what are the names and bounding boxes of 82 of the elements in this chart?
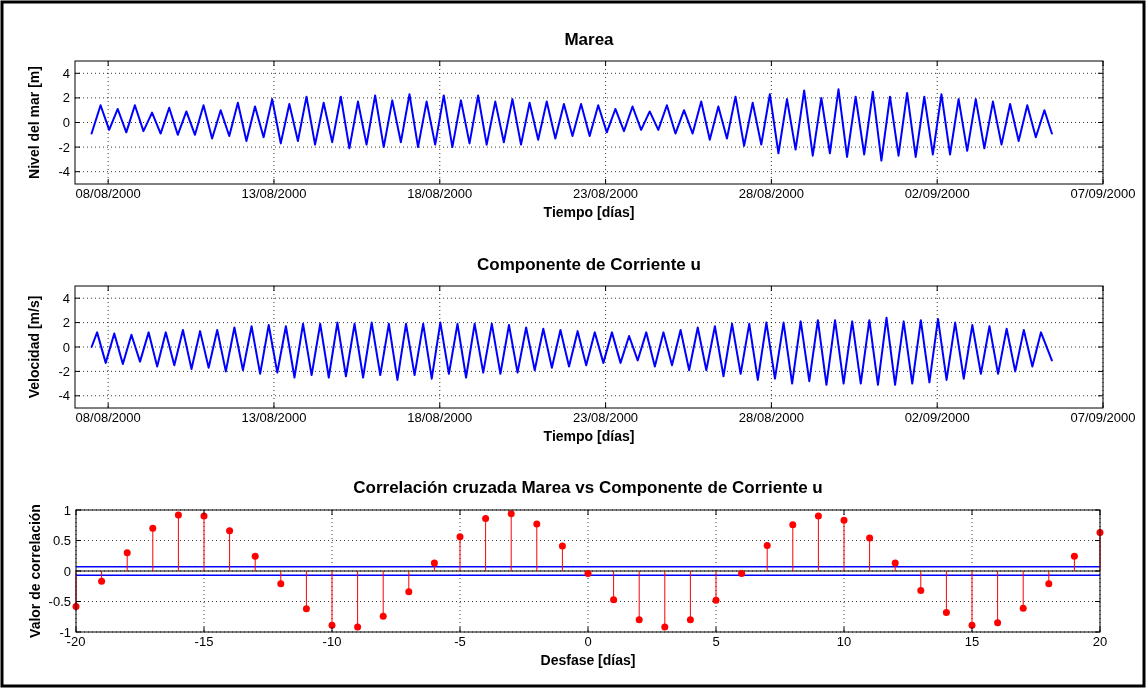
y-tick-label: -2: [58, 139, 70, 155]
x-tick-label: 15: [964, 634, 980, 649]
point: [1019, 604, 1027, 612]
line-series: [90, 316, 1053, 386]
x-axis-title: Desfase [días]: [540, 652, 636, 668]
point: [891, 559, 899, 567]
x-tick-label: 23/08/2000: [573, 186, 639, 201]
point: [994, 619, 1002, 627]
y-axis-title: Velocidad [m/s]: [26, 295, 42, 399]
x-tick-label: 02/09/2000: [904, 410, 970, 425]
y-tick-label: 0: [62, 339, 70, 355]
point: [174, 511, 182, 519]
point: [149, 524, 157, 532]
y-tick-label: 4: [62, 65, 70, 81]
y-tick-label: -0.5: [48, 594, 71, 610]
x-axis-title: Tiempo [días]: [543, 204, 635, 220]
x-tick-label: 18/08/2000: [407, 186, 473, 201]
y-tick-label: 4: [62, 290, 70, 306]
point: [226, 527, 234, 535]
x-tick-label: 10: [836, 634, 852, 649]
line-series: [90, 88, 1053, 162]
point: [558, 542, 566, 550]
y-tick-label: 0: [63, 563, 71, 579]
x-tick-label: 0: [584, 634, 592, 649]
point: [840, 516, 848, 524]
point: [661, 623, 669, 631]
point: [866, 534, 874, 542]
x-tick-label: 28/08/2000: [738, 186, 804, 201]
y-tick-label: 0: [62, 115, 70, 131]
point: [533, 520, 541, 528]
y-tick-label: -1: [59, 624, 71, 640]
y-tick-label: 0.5: [52, 533, 71, 549]
point: [123, 549, 131, 557]
point: [98, 577, 106, 585]
point: [635, 616, 643, 624]
point: [789, 521, 797, 529]
y-tick-label: -4: [58, 164, 70, 180]
x-tick-label: 28/08/2000: [738, 410, 804, 425]
x-tick-label: 07/09/2000: [1070, 410, 1136, 425]
y-tick-label: 2: [62, 90, 70, 106]
point: [507, 510, 515, 518]
y-tick-label: -2: [58, 363, 70, 379]
point: [482, 515, 490, 523]
point: [712, 596, 720, 604]
x-tick-label: 13/08/2000: [241, 186, 307, 201]
chart-title: Componente de Corriente u: [477, 255, 701, 274]
point: [942, 608, 950, 616]
x-tick-label: 18/08/2000: [407, 410, 473, 425]
point: [251, 552, 259, 560]
point: [1070, 552, 1078, 560]
point: [763, 541, 771, 549]
point: [405, 588, 413, 596]
point: [302, 605, 310, 613]
point: [456, 533, 464, 541]
x-tick-label: -15: [194, 634, 214, 649]
y-tick-label: 2: [62, 315, 70, 331]
x-tick-label: 13/08/2000: [241, 410, 307, 425]
point: [1045, 580, 1053, 588]
x-tick-label: 08/08/2000: [75, 410, 141, 425]
point: [917, 587, 925, 595]
point: [686, 616, 694, 624]
x-tick-label: -5: [454, 634, 466, 649]
point: [610, 596, 618, 604]
x-tick-label: 07/09/2000: [1070, 186, 1136, 201]
point: [814, 512, 822, 520]
x-tick-label: 02/09/2000: [904, 186, 970, 201]
point: [277, 580, 285, 588]
y-tick-label: -4: [58, 388, 70, 404]
x-axis-title: Tiempo [días]: [543, 428, 635, 444]
x-tick-label: 5: [712, 634, 720, 649]
y-tick-label: 1: [63, 502, 71, 518]
x-tick-label: -10: [322, 634, 342, 649]
chart-title: Correlación cruzada Marea vs Componente de Corriente u: [353, 478, 823, 497]
point: [430, 559, 438, 567]
x-tick-label: 08/08/2000: [75, 186, 141, 201]
chart-title: Marea: [564, 30, 615, 49]
point: [354, 623, 362, 631]
y-axis-title: Valor de correlación: [27, 504, 43, 638]
x-tick-label: 20: [1092, 634, 1108, 649]
y-axis-title: Nivel del mar [m]: [26, 66, 42, 179]
point: [379, 612, 387, 620]
x-tick-label: 23/08/2000: [573, 410, 639, 425]
